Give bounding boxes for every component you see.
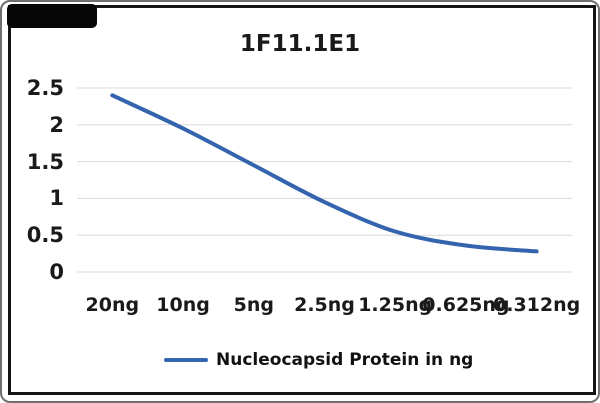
chart-title: 1F11.1E1 — [239, 31, 361, 57]
legend-series-label: Nucleocapsid Protein in ng — [216, 350, 474, 370]
x-category-label: 0.312ng — [493, 294, 581, 316]
y-tick-label: 1 — [49, 186, 64, 211]
x-category-label: 10ng — [156, 294, 210, 316]
x-category-label: 1.25ng — [358, 294, 433, 316]
x-category-label: 0.625ng — [422, 294, 510, 316]
legend-line-marker — [164, 358, 208, 362]
series-line — [110, 93, 539, 254]
y-tick-label: 0 — [49, 260, 64, 284]
x-category-label: 5ng — [233, 294, 274, 316]
chart-border — [8, 5, 596, 395]
legend: Nucleocapsid Protein in ng — [164, 350, 474, 370]
y-tick-label: 2 — [49, 112, 64, 137]
y-tick-label: 0.5 — [26, 223, 64, 248]
x-category-label: 20ng — [85, 294, 140, 316]
y-tick-label: 2.5 — [26, 76, 64, 100]
x-category-label: 2.5ng — [294, 294, 355, 316]
redacted-logo-box — [7, 4, 97, 28]
y-tick-label: 1.5 — [26, 149, 64, 174]
